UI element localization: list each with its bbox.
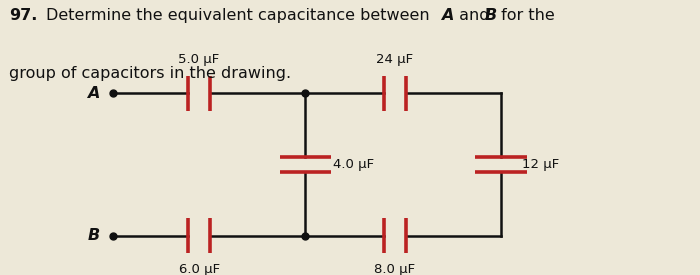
Text: 97.: 97. bbox=[9, 8, 38, 23]
Text: A: A bbox=[88, 86, 99, 101]
Text: 12 μF: 12 μF bbox=[522, 158, 559, 171]
Text: B: B bbox=[88, 228, 99, 243]
Text: 8.0 μF: 8.0 μF bbox=[374, 263, 415, 275]
Text: 4.0 μF: 4.0 μF bbox=[333, 158, 374, 171]
Text: 24 μF: 24 μF bbox=[376, 53, 413, 66]
Text: 5.0 μF: 5.0 μF bbox=[178, 53, 220, 66]
Text: Determine the equivalent capacitance between: Determine the equivalent capacitance bet… bbox=[46, 8, 434, 23]
Text: and: and bbox=[454, 8, 494, 23]
Text: 6.0 μF: 6.0 μF bbox=[178, 263, 220, 275]
Text: for the: for the bbox=[496, 8, 554, 23]
Text: B: B bbox=[485, 8, 497, 23]
Text: A: A bbox=[441, 8, 454, 23]
Text: group of capacitors in the drawing.: group of capacitors in the drawing. bbox=[9, 66, 291, 81]
